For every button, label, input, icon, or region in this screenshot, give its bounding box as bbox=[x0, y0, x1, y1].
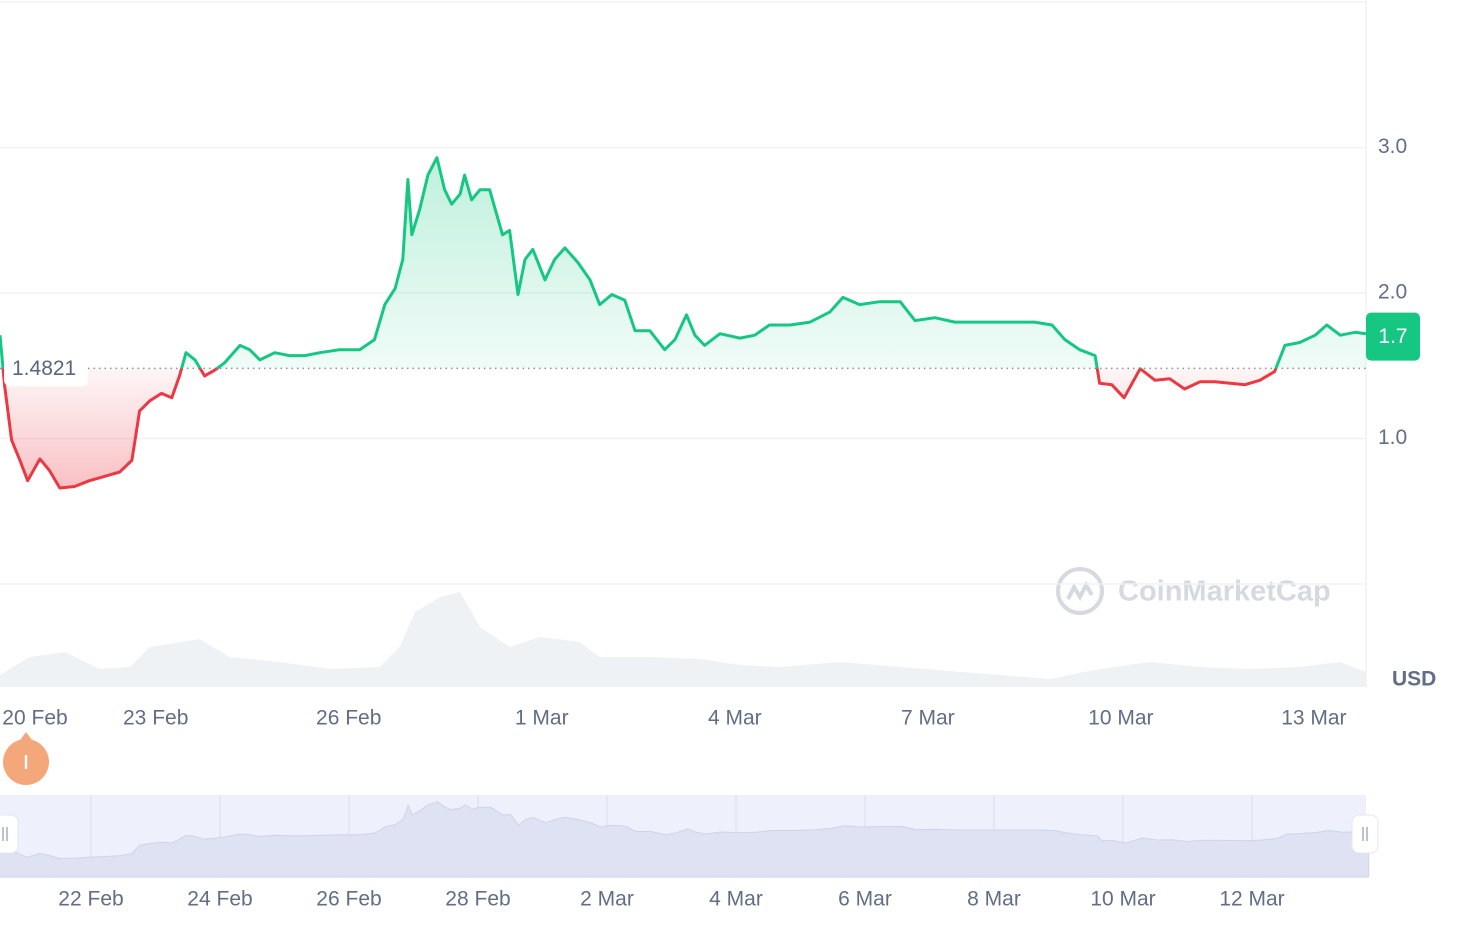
x-tick-label: 1 Mar bbox=[515, 707, 569, 730]
navigator-handle-right[interactable] bbox=[1351, 814, 1379, 854]
logo-ring bbox=[1056, 567, 1104, 615]
navigator-tick-label: 22 Feb bbox=[58, 888, 123, 911]
navigator-tick-label: 10 Mar bbox=[1090, 888, 1155, 911]
y-tick-label: 1.0 bbox=[1378, 426, 1407, 449]
logo-mark bbox=[1066, 580, 1094, 602]
current-price-label: 1.7 bbox=[1378, 325, 1407, 348]
price-area-up bbox=[0, 157, 1366, 369]
event-glyph bbox=[24, 755, 28, 769]
navigator-tick-label: 24 Feb bbox=[187, 888, 252, 911]
navigator-tick-label: 8 Mar bbox=[967, 888, 1021, 911]
x-tick-label: 7 Mar bbox=[901, 707, 955, 730]
navigator-tick-label: 4 Mar bbox=[709, 888, 763, 911]
navigator-tick-label: 12 Mar bbox=[1219, 888, 1284, 911]
x-tick-label: 23 Feb bbox=[123, 707, 188, 730]
y-tick-label: 2.0 bbox=[1378, 281, 1407, 304]
price-line-down bbox=[1, 368, 1278, 490]
volume-area bbox=[0, 592, 1366, 687]
y-tick-label: 3.0 bbox=[1378, 135, 1407, 158]
x-tick-label: 26 Feb bbox=[316, 707, 381, 730]
event-pointer bbox=[20, 732, 32, 740]
navigator-handle-left[interactable] bbox=[0, 814, 19, 854]
navigator-tick-label: 2 Mar bbox=[580, 888, 634, 911]
watermark-logo bbox=[1056, 567, 1104, 615]
price-line-up bbox=[0, 156, 1366, 369]
price-area-down bbox=[3, 368, 1276, 488]
x-tick-label: 4 Mar bbox=[708, 707, 762, 730]
current-price-box bbox=[1366, 312, 1420, 361]
x-tick-label: 20 Feb bbox=[2, 707, 67, 730]
x-tick-label: 10 Mar bbox=[1088, 707, 1153, 730]
reference-label: 1.4821 bbox=[12, 357, 76, 380]
reference-label-box bbox=[4, 350, 88, 387]
navigator-area bbox=[0, 801, 1370, 878]
navigator-tick-label: 28 Feb bbox=[445, 888, 510, 911]
x-tick-label: 13 Mar bbox=[1281, 707, 1346, 730]
watermark: CoinMarketCap bbox=[1118, 576, 1331, 608]
navigator-tick-label: 6 Mar bbox=[838, 888, 892, 911]
event-icon[interactable] bbox=[3, 732, 49, 785]
navigator-tick-label: 26 Feb bbox=[316, 888, 381, 911]
y-axis-label: USD bbox=[1392, 668, 1436, 691]
